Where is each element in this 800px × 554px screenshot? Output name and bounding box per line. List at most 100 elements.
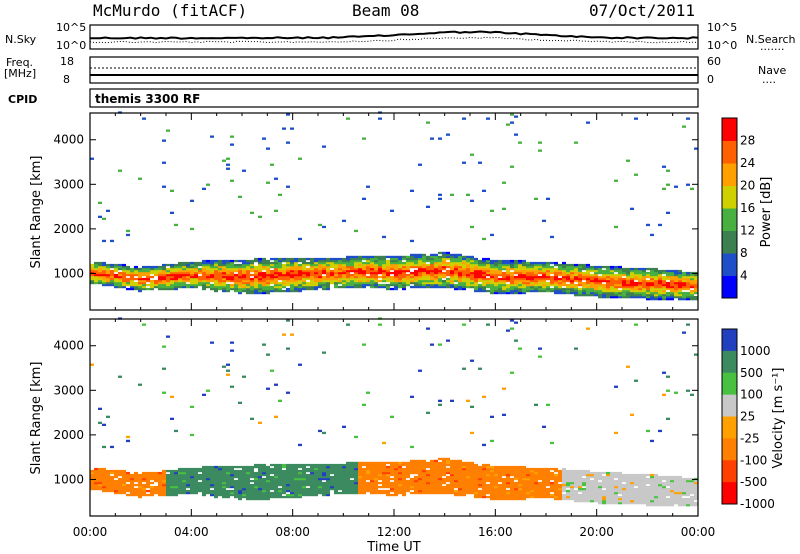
power-cell [542, 275, 546, 279]
power-cell [90, 265, 94, 269]
frequency-panel-frame [89, 56, 699, 84]
velocity-cell [666, 479, 670, 483]
velocity-cell [346, 481, 350, 485]
velocity-cell [270, 469, 274, 473]
power-cell [398, 283, 402, 287]
velocity-cell [614, 473, 618, 477]
power-cell [690, 283, 694, 287]
power-cell [342, 283, 346, 287]
velocity-cell [646, 502, 650, 505]
velocity-cell [506, 479, 510, 483]
power-cell [338, 267, 342, 271]
velocity-cell [434, 475, 438, 479]
velocity-cell [398, 489, 402, 493]
velocity-cell [182, 477, 186, 481]
power-cell [330, 279, 334, 283]
velocity-cell [386, 473, 390, 477]
velocity-cell [534, 403, 538, 406]
power-cell [582, 287, 586, 291]
velocity-cell [142, 485, 146, 489]
power-cell [602, 265, 606, 269]
velocity-cell [494, 493, 498, 497]
velocity-cell [622, 485, 626, 489]
power-cell [486, 269, 490, 273]
velocity-cell [306, 493, 310, 497]
velocity-cell [458, 475, 462, 479]
power-cell [350, 257, 354, 261]
velocity-cell [370, 465, 374, 469]
power-cell [550, 271, 554, 275]
power-cell [626, 291, 630, 295]
power-cell [102, 281, 106, 285]
velocity-cell [650, 493, 654, 497]
velocity-cell [610, 473, 614, 477]
velocity-cell [330, 475, 334, 479]
power-cell [210, 285, 214, 289]
power-cell [366, 283, 370, 287]
velocity-cell [378, 481, 382, 485]
power-cell [646, 283, 650, 287]
velocity-cell [598, 502, 602, 505]
power-cell [462, 117, 466, 120]
velocity-cell [254, 497, 258, 501]
power-cell [202, 271, 206, 275]
power-cell [646, 287, 650, 291]
power-cell [222, 263, 226, 267]
velocity-cell [654, 491, 658, 495]
power-cell [398, 269, 402, 273]
power-cell [542, 267, 546, 271]
velocity-cell [626, 365, 630, 368]
velocity-cell [238, 485, 242, 489]
power-cell [614, 269, 618, 273]
power-cell [626, 287, 630, 291]
power-cell [442, 261, 446, 265]
velocity-cell [458, 485, 462, 489]
power-cell [182, 265, 186, 269]
velocity-cell [562, 479, 566, 483]
velocity-cell [322, 469, 326, 473]
power-cell [178, 275, 182, 279]
power-cell [150, 281, 154, 285]
velocity-cell [314, 469, 318, 473]
power-cell [182, 269, 186, 273]
power-cell [210, 269, 214, 273]
velocity-cell [334, 465, 338, 469]
velocity-cell [122, 471, 126, 475]
velocity-cell [626, 495, 630, 499]
velocity-cell [446, 469, 450, 473]
velocity-cell [614, 483, 618, 487]
power-cell [570, 287, 574, 291]
power-cell [318, 265, 322, 269]
power-cell [578, 273, 582, 277]
velocity-cell [382, 465, 386, 469]
velocity-cell [146, 483, 150, 487]
velocity-cell [606, 495, 610, 499]
velocity-cell [474, 479, 478, 483]
velocity-cell [342, 489, 346, 493]
velocity-cell [546, 473, 550, 477]
velocity-cell [618, 485, 622, 489]
power-cell [674, 277, 678, 281]
power-cell [250, 267, 254, 271]
velocity-cell [682, 504, 686, 507]
power-cell [634, 287, 638, 291]
velocity-cell [278, 463, 282, 467]
power-cell [162, 271, 166, 275]
power-cell [398, 277, 402, 281]
power-cell [474, 261, 478, 265]
velocity-cell [538, 489, 542, 493]
velocity-cell [98, 471, 102, 475]
power-cell [290, 273, 294, 277]
velocity-cell [230, 473, 234, 477]
power-cell [290, 279, 294, 283]
power-cell [562, 283, 566, 287]
power-cell [278, 273, 282, 277]
velocity-cell [538, 467, 542, 471]
power-cell [422, 275, 426, 279]
power-cell [678, 283, 682, 287]
velocity-cell [466, 485, 470, 489]
velocity-cell [442, 485, 446, 489]
velocity-cell [330, 471, 334, 475]
power-cell [142, 117, 146, 120]
power-cell [262, 289, 266, 293]
